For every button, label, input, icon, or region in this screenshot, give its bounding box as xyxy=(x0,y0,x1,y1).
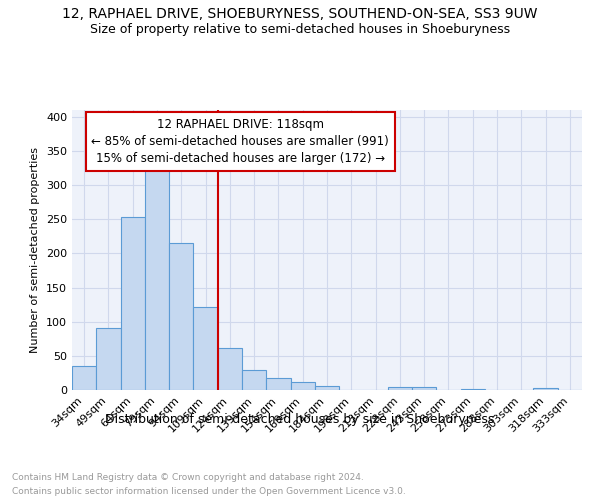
Text: Distribution of semi-detached houses by size in Shoeburyness: Distribution of semi-detached houses by … xyxy=(106,412,494,426)
Bar xyxy=(315,386,339,390)
Text: 12, RAPHAEL DRIVE, SHOEBURYNESS, SOUTHEND-ON-SEA, SS3 9UW: 12, RAPHAEL DRIVE, SHOEBURYNESS, SOUTHEN… xyxy=(62,8,538,22)
Bar xyxy=(242,370,266,390)
Bar xyxy=(218,348,242,390)
Bar xyxy=(121,217,145,390)
Bar xyxy=(461,388,485,390)
Bar xyxy=(72,366,96,390)
Bar xyxy=(145,166,169,390)
Text: Size of property relative to semi-detached houses in Shoeburyness: Size of property relative to semi-detach… xyxy=(90,22,510,36)
Bar xyxy=(533,388,558,390)
Bar xyxy=(388,388,412,390)
Bar xyxy=(412,388,436,390)
Text: Contains HM Land Registry data © Crown copyright and database right 2024.: Contains HM Land Registry data © Crown c… xyxy=(12,472,364,482)
Text: Contains public sector information licensed under the Open Government Licence v3: Contains public sector information licen… xyxy=(12,488,406,496)
Bar xyxy=(96,328,121,390)
Bar xyxy=(266,378,290,390)
Text: 12 RAPHAEL DRIVE: 118sqm
← 85% of semi-detached houses are smaller (991)
15% of : 12 RAPHAEL DRIVE: 118sqm ← 85% of semi-d… xyxy=(91,118,389,166)
Bar xyxy=(169,243,193,390)
Bar xyxy=(193,306,218,390)
Y-axis label: Number of semi-detached properties: Number of semi-detached properties xyxy=(31,147,40,353)
Bar xyxy=(290,382,315,390)
